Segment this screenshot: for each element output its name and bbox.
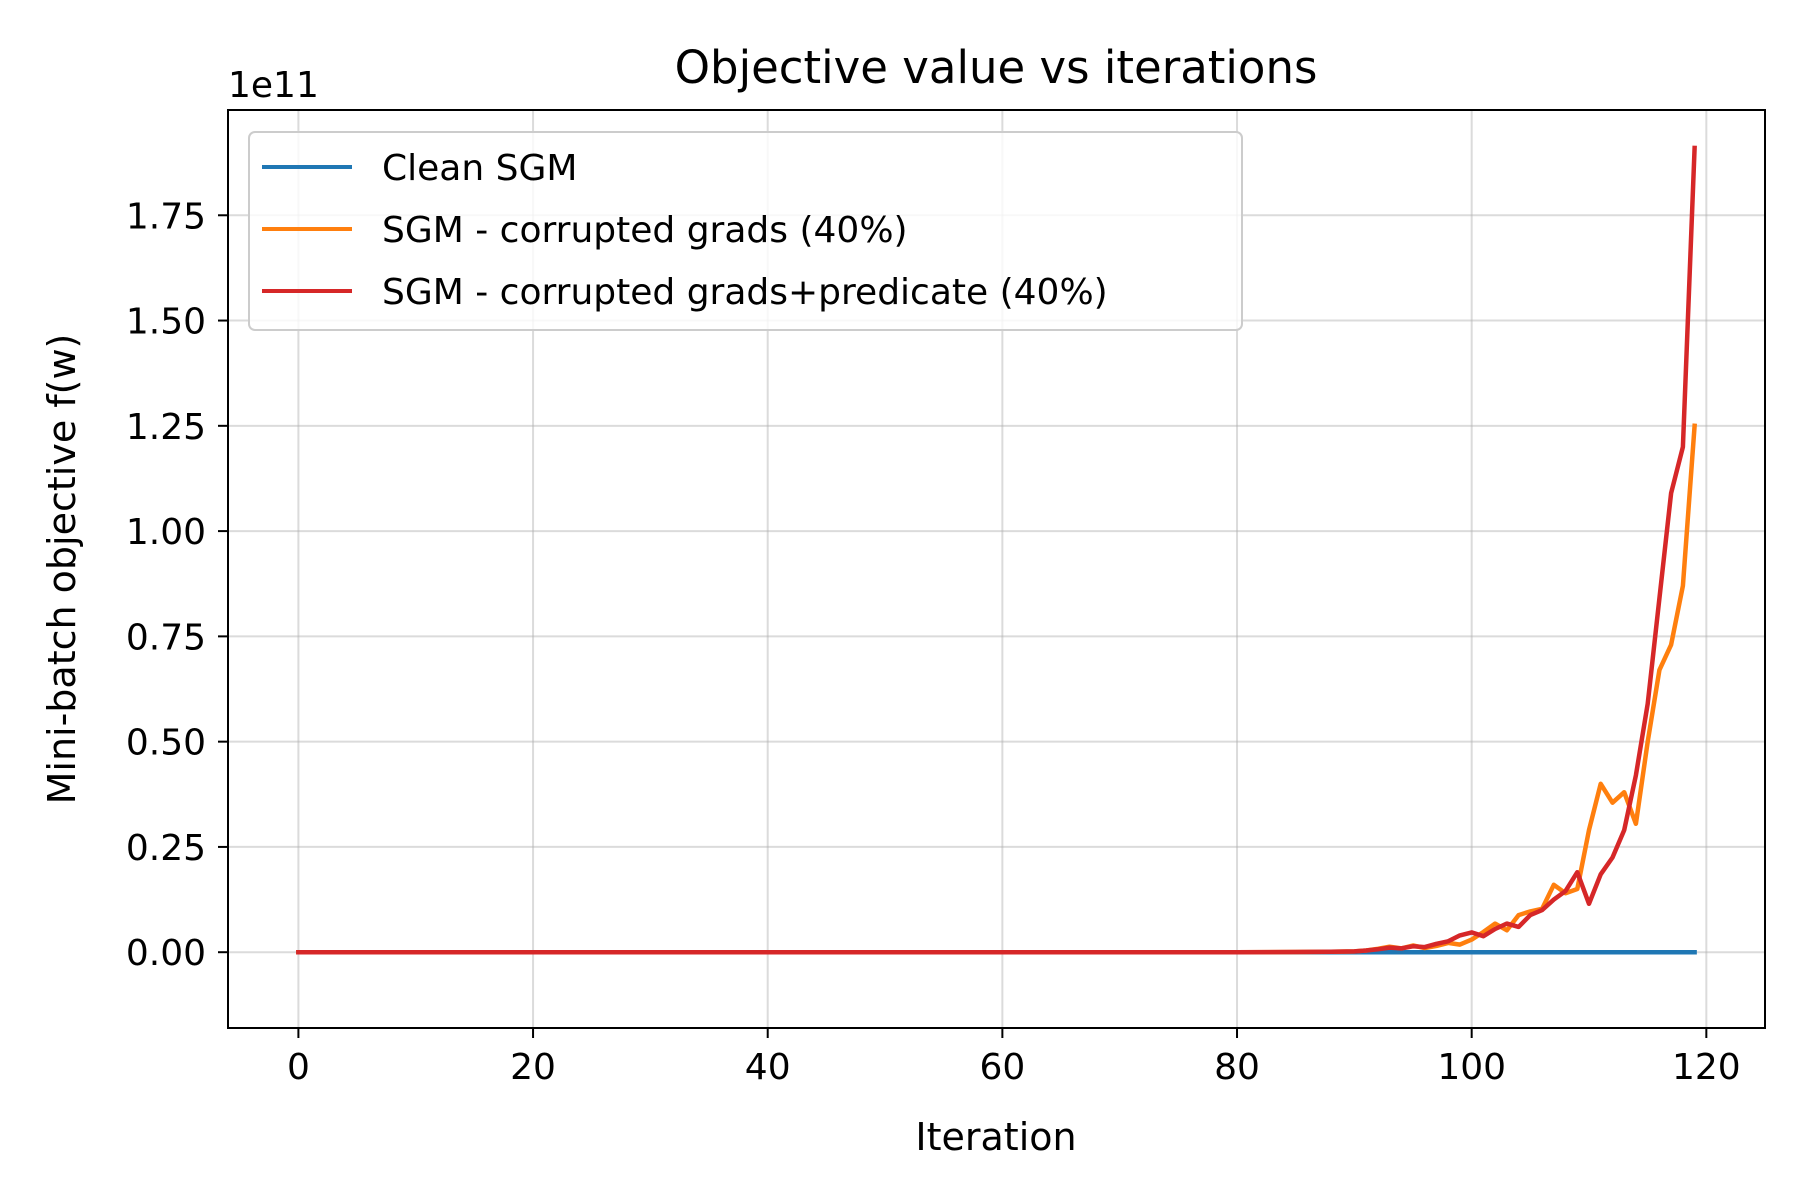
x-tick-label: 0 bbox=[287, 1047, 310, 1088]
y-tick-label: 1.75 bbox=[126, 196, 206, 237]
chart-title: Objective value vs iterations bbox=[675, 41, 1318, 94]
x-tick-label: 60 bbox=[979, 1047, 1025, 1088]
legend: Clean SGM SGM - corrupted grads (40%) SG… bbox=[248, 131, 1243, 331]
x-tick-label: 120 bbox=[1672, 1047, 1741, 1088]
series-lines bbox=[296, 145, 1698, 955]
x-tick-label: 80 bbox=[1214, 1047, 1260, 1088]
y-tick-label: 1.25 bbox=[126, 407, 206, 448]
legend-label-corrupted-grads-predicate: SGM - corrupted grads+predicate (40%) bbox=[382, 272, 1108, 313]
y-tick-label: 1.50 bbox=[126, 302, 206, 343]
y-axis-label: Mini-batch objective f(w) bbox=[40, 334, 84, 805]
x-tick-label: 100 bbox=[1437, 1047, 1506, 1088]
y-tick-label: 0.00 bbox=[126, 933, 206, 974]
legend-label-clean-sgm: Clean SGM bbox=[382, 148, 577, 189]
y-tick-label: 0.75 bbox=[126, 617, 206, 658]
series-line-2 bbox=[296, 145, 1697, 955]
y-offset-label: 1e11 bbox=[228, 65, 319, 106]
x-tick-label: 20 bbox=[510, 1047, 556, 1088]
legend-box bbox=[248, 131, 1243, 331]
ticks: 0 20 40 60 80 100 120 0.00 0.25 0.50 0.75 1.00 1.25 1… bbox=[126, 196, 1741, 1088]
x-tick-label: 40 bbox=[745, 1047, 791, 1088]
y-tick-label: 0.25 bbox=[126, 828, 206, 869]
x-axis-label: Iteration bbox=[915, 1115, 1076, 1159]
plot-frame bbox=[227, 109, 1766, 1029]
y-tick-label: 1.00 bbox=[126, 512, 206, 553]
legend-label-corrupted-grads: SGM - corrupted grads (40%) bbox=[382, 210, 908, 251]
y-tick-label: 0.50 bbox=[126, 723, 206, 764]
